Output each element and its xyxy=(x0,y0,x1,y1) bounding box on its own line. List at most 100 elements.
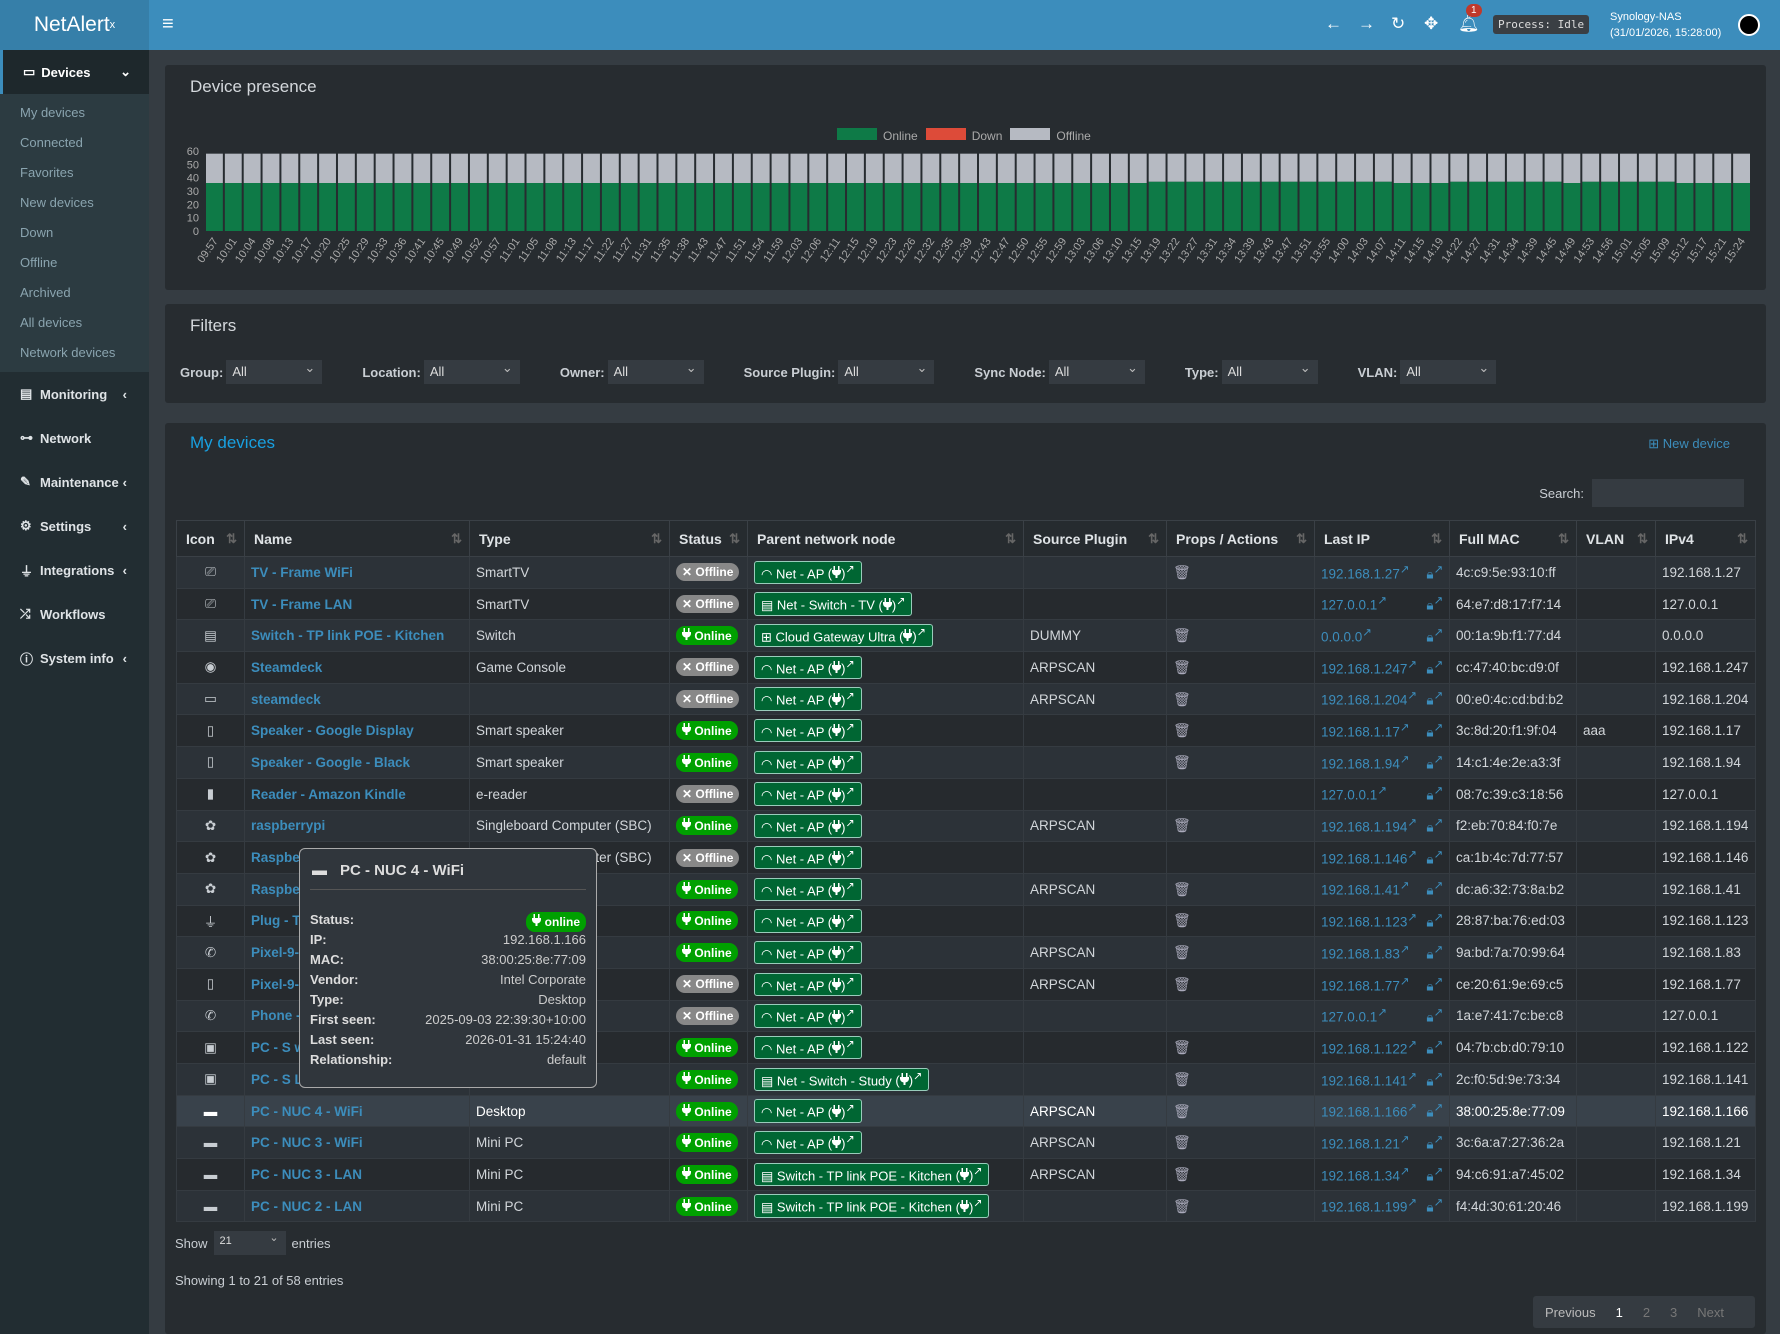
last-ip-link[interactable]: 192.168.1.17 xyxy=(1321,724,1400,740)
bar-offline[interactable] xyxy=(620,153,638,183)
legend-item[interactable]: Offline xyxy=(1010,128,1091,143)
bar-offline[interactable] xyxy=(1582,153,1600,182)
lock-icon[interactable]: 🔒︎↗ xyxy=(1426,1165,1443,1184)
bar-online[interactable] xyxy=(922,183,940,231)
bar-offline[interactable] xyxy=(432,153,450,183)
sidebar-subitem[interactable]: Network devices xyxy=(20,345,116,360)
bar-offline[interactable] xyxy=(601,153,619,183)
bar-offline[interactable] xyxy=(413,153,431,183)
device-name-link[interactable]: Raspber xyxy=(251,850,306,866)
last-ip-link[interactable]: 192.168.1.41 xyxy=(1321,882,1400,898)
lock-icon[interactable]: 🔒︎↗ xyxy=(1426,690,1443,708)
last-ip-link[interactable]: 127.0.0.1 xyxy=(1321,1009,1378,1025)
bar-offline[interactable] xyxy=(733,153,751,183)
lock-icon[interactable]: 🔒︎↗ xyxy=(1426,626,1443,645)
bar-offline[interactable] xyxy=(583,153,600,183)
bar-offline[interactable] xyxy=(658,153,676,183)
trash-icon[interactable]: 🗑︎ xyxy=(1173,912,1191,929)
bar-online[interactable] xyxy=(281,183,299,231)
parent-node-link[interactable]: ◠ Net - AP ()↗ xyxy=(754,1131,862,1155)
bar-offline[interactable] xyxy=(451,153,468,183)
bar-offline[interactable] xyxy=(319,153,336,183)
sidebar-subitem[interactable]: New devices xyxy=(20,195,94,210)
bar-online[interactable] xyxy=(601,183,619,231)
parent-node-link[interactable]: ◠ Net - AP ()↗ xyxy=(754,1004,862,1028)
bar-online[interactable] xyxy=(1242,181,1260,231)
parent-node-link[interactable]: ◠ Net - AP ()↗ xyxy=(754,560,862,584)
bar-online[interactable] xyxy=(1318,181,1336,231)
bar-online[interactable] xyxy=(1393,183,1411,231)
bar-online[interactable] xyxy=(526,183,544,231)
bar-online[interactable] xyxy=(1148,181,1166,231)
last-ip-link[interactable]: 192.168.1.194 xyxy=(1321,819,1408,835)
sidebar-item-settings[interactable]: ⚙ Settings ‹ xyxy=(0,504,149,548)
bar-offline[interactable] xyxy=(206,153,223,183)
last-ip-link[interactable]: 192.168.1.83 xyxy=(1321,946,1400,962)
lock-icon[interactable]: 🔒︎↗ xyxy=(1426,658,1443,677)
bar-online[interactable] xyxy=(847,183,864,231)
bar-offline[interactable] xyxy=(1506,153,1524,182)
parent-node-link[interactable]: ▤ Switch - TP link POE - Kitchen ()↗ xyxy=(754,1162,990,1187)
parent-node-link[interactable]: ◠ Net - AP ()↗ xyxy=(754,655,862,680)
bar-offline[interactable] xyxy=(564,153,582,183)
bar-offline[interactable] xyxy=(1374,153,1392,182)
last-ip-link[interactable]: 192.168.1.77 xyxy=(1321,978,1400,994)
device-name-link[interactable]: Phone - xyxy=(251,1008,301,1024)
bar-offline[interactable] xyxy=(903,153,921,183)
bar-offline[interactable] xyxy=(1676,153,1694,183)
column-header[interactable]: Source Plugin ⇅ xyxy=(1023,520,1167,557)
bar-offline[interactable] xyxy=(1544,153,1562,182)
bar-online[interactable] xyxy=(903,183,921,231)
bar-online[interactable] xyxy=(451,183,468,231)
lock-icon[interactable]: 🔒︎↗ xyxy=(1426,753,1443,772)
bar-offline[interactable] xyxy=(526,153,544,183)
device-name-link[interactable]: PC - NUC 3 - WiFi xyxy=(251,1135,363,1151)
bar-offline[interactable] xyxy=(696,153,714,183)
device-name-link[interactable]: PC - NUC 3 - LAN xyxy=(251,1166,362,1182)
page-button[interactable]: 2 xyxy=(1642,1304,1651,1320)
sidebar-item-workflows[interactable]: ⤮ Workflows xyxy=(0,592,149,636)
trash-icon[interactable]: 🗑︎ xyxy=(1173,627,1191,644)
bar-offline[interactable] xyxy=(1016,153,1034,183)
device-name-link[interactable]: Speaker - Google Display xyxy=(251,723,414,739)
last-ip-link[interactable]: 192.168.1.247 xyxy=(1321,661,1408,677)
bar-online[interactable] xyxy=(960,183,977,231)
bar-offline[interactable] xyxy=(1167,153,1185,182)
bar-offline[interactable] xyxy=(1695,153,1713,183)
parent-node-link[interactable]: ◠ Net - AP ()↗ xyxy=(754,687,862,711)
lock-icon[interactable]: 🔒︎↗ xyxy=(1426,722,1443,740)
bar-online[interactable] xyxy=(941,183,959,231)
bar-online[interactable] xyxy=(1638,181,1656,231)
table-row[interactable]: ▯ Speaker - Google - Black Smart speaker O… xyxy=(176,746,1756,779)
bar-online[interactable] xyxy=(1544,181,1562,231)
bar-online[interactable] xyxy=(1506,181,1524,231)
last-ip-link[interactable]: 192.168.1.94 xyxy=(1321,756,1400,772)
lock-icon[interactable]: 🔒︎↗ xyxy=(1426,975,1443,994)
bar-online[interactable] xyxy=(1129,183,1147,231)
bar-offline[interactable] xyxy=(281,153,299,183)
bar-online[interactable] xyxy=(1280,181,1298,231)
last-ip-link[interactable]: 127.0.0.1 xyxy=(1321,787,1378,803)
lock-icon[interactable]: 🔒︎↗ xyxy=(1426,880,1443,898)
table-row[interactable]: ▯ Speaker - Google Display Smart speaker O… xyxy=(176,714,1756,748)
sidebar-item-integrations[interactable]: ⏚ Integrations ‹ xyxy=(0,548,149,592)
bar-online[interactable] xyxy=(375,183,393,231)
column-header[interactable]: IPv4 ⇅ xyxy=(1655,520,1756,557)
lock-icon[interactable]: 🔒︎↗ xyxy=(1426,848,1443,867)
parent-node-link[interactable]: ▤ Net - Switch - TV ()↗ xyxy=(754,592,913,616)
bar-online[interactable] xyxy=(583,183,600,231)
bar-online[interactable] xyxy=(1657,181,1675,231)
bar-offline[interactable] xyxy=(828,153,846,183)
table-row[interactable]: ▯ Pixel-9- ✕ Offline ◠ Net - AP ()↗ ARPSCAN 🗑… xyxy=(176,967,1756,1001)
bar-offline[interactable] xyxy=(262,153,280,183)
last-ip-link[interactable]: 192.168.1.146 xyxy=(1321,851,1408,867)
table-row[interactable]: ▬ PC - NUC 3 - WiFi Mini PC Online ◠ Net - … xyxy=(176,1126,1756,1160)
lock-icon[interactable]: 🔒︎↗ xyxy=(1426,1038,1443,1057)
lock-icon[interactable]: 🔒︎↗ xyxy=(1426,1007,1443,1025)
previous-page-button[interactable]: Previous xyxy=(1545,1304,1596,1320)
lock-icon[interactable]: 🔒︎↗ xyxy=(1426,785,1443,803)
table-row[interactable]: ▣ PC - S w Online ◠ Net - AP ()↗ 🗑︎ 192.168.… xyxy=(176,1031,1756,1064)
trash-icon[interactable]: 🗑︎ xyxy=(1173,1070,1191,1087)
page-button[interactable]: 3 xyxy=(1670,1304,1678,1320)
bar-online[interactable] xyxy=(696,183,714,231)
